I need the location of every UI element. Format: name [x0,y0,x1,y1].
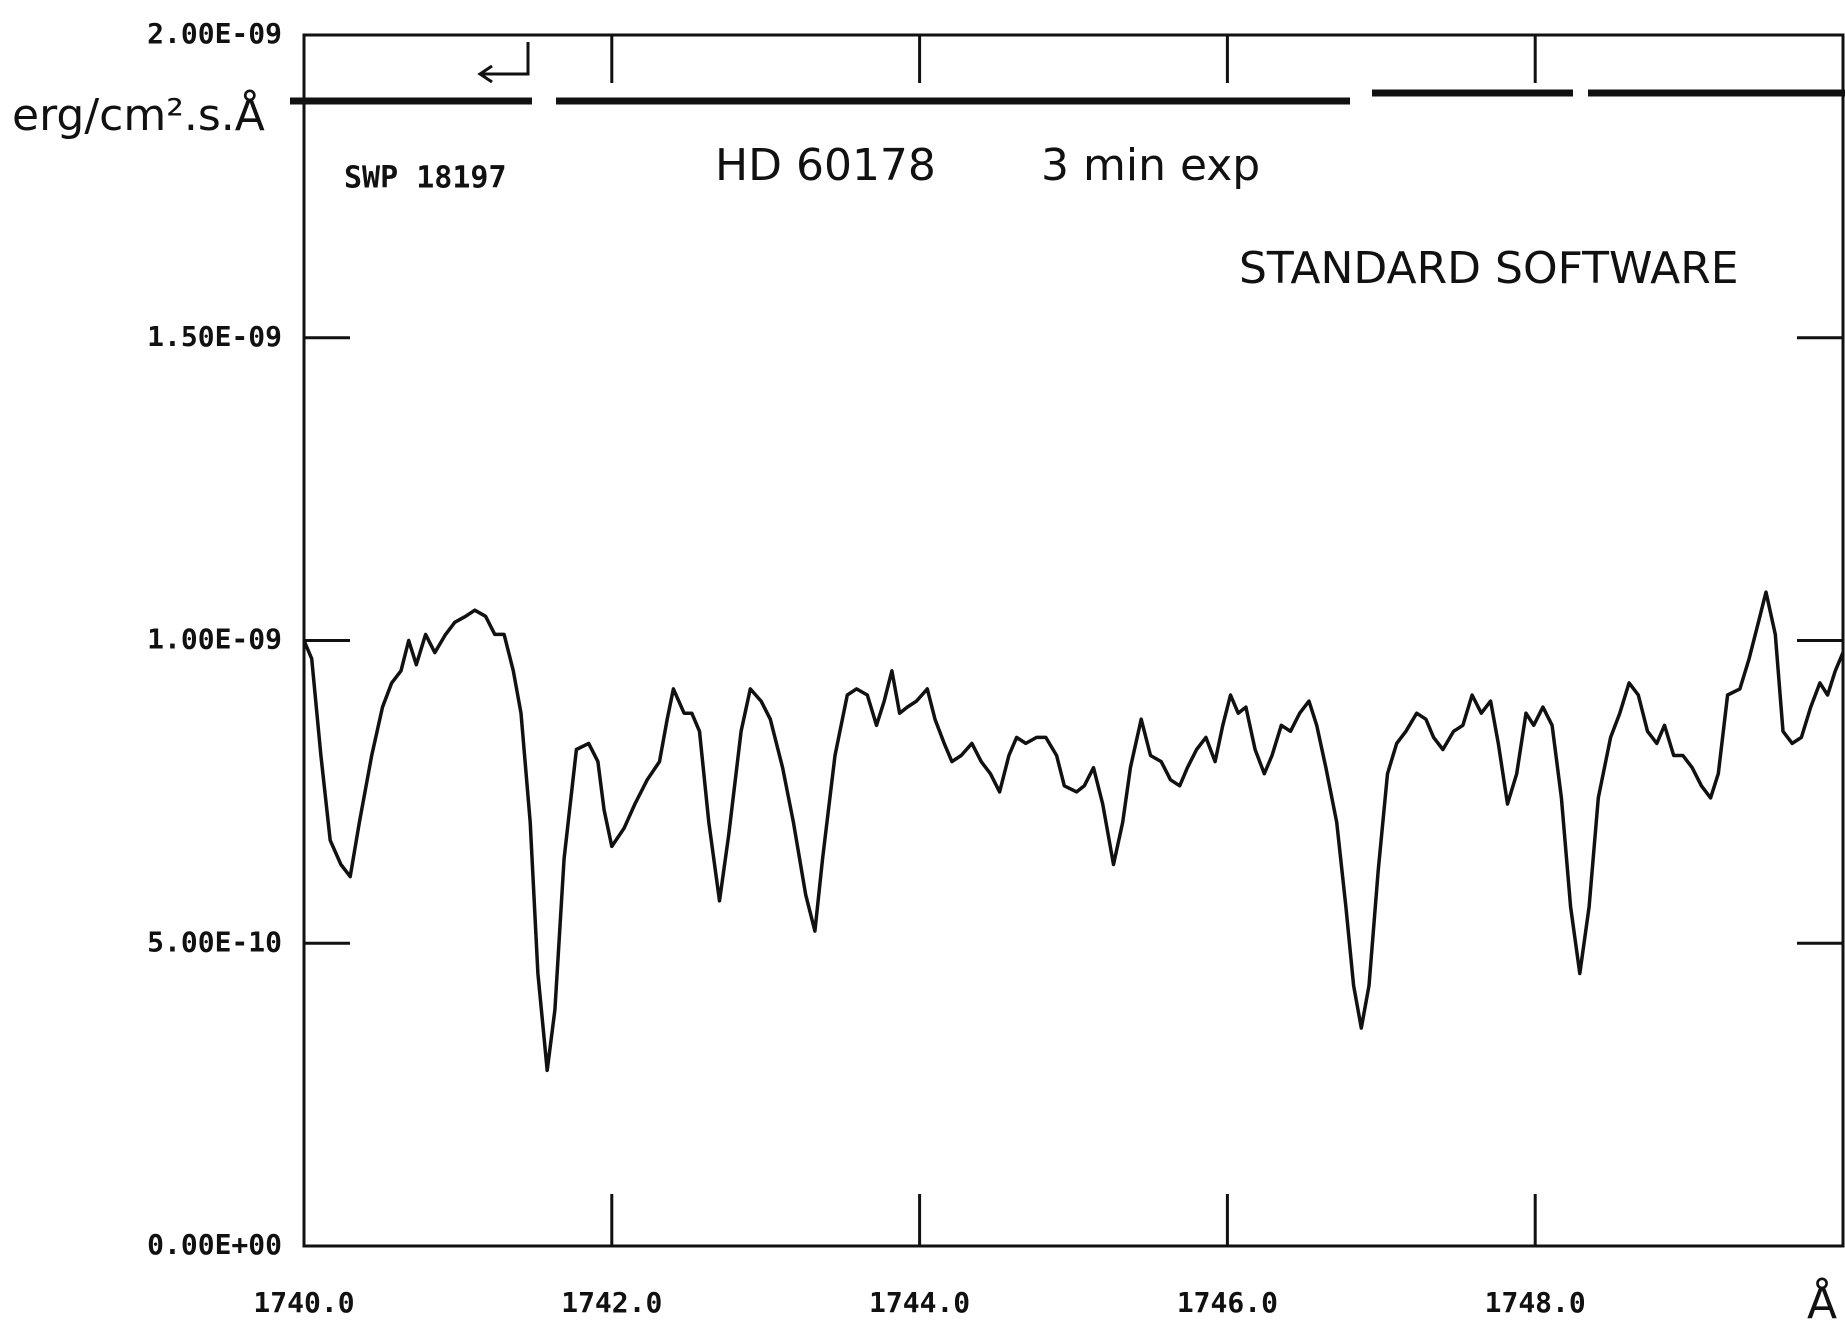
annotation: HD 60178 [715,140,936,191]
x-axis-label: Å [1807,1276,1837,1329]
x-tick-label: 1742.0 [561,1286,662,1319]
spectrum-line [302,590,1845,1073]
quality-flag-bar [290,89,1845,105]
plot-frame [302,33,1845,1248]
y-tick-label: 2.00E-09 [147,17,282,50]
annotation: 3 min exp [1041,140,1260,191]
annotation: STANDARD SOFTWARE [1239,243,1739,294]
y-tick-label: 1.50E-09 [147,320,282,353]
arrow-icon [477,42,530,84]
x-tick-label: 1744.0 [869,1286,970,1319]
y-axis-label: erg/cm².s.Å [12,88,265,141]
x-tick-label: 1748.0 [1485,1286,1586,1319]
x-tick-label: 1746.0 [1177,1286,1278,1319]
annotation: SWP 18197 [344,161,507,196]
x-tick-label: 1740.0 [253,1286,354,1319]
y-tick-label: 0.00E+00 [147,1228,282,1261]
y-tick-label: 5.00E-10 [147,925,282,958]
y-tick-label: 1.00E-09 [147,623,282,656]
